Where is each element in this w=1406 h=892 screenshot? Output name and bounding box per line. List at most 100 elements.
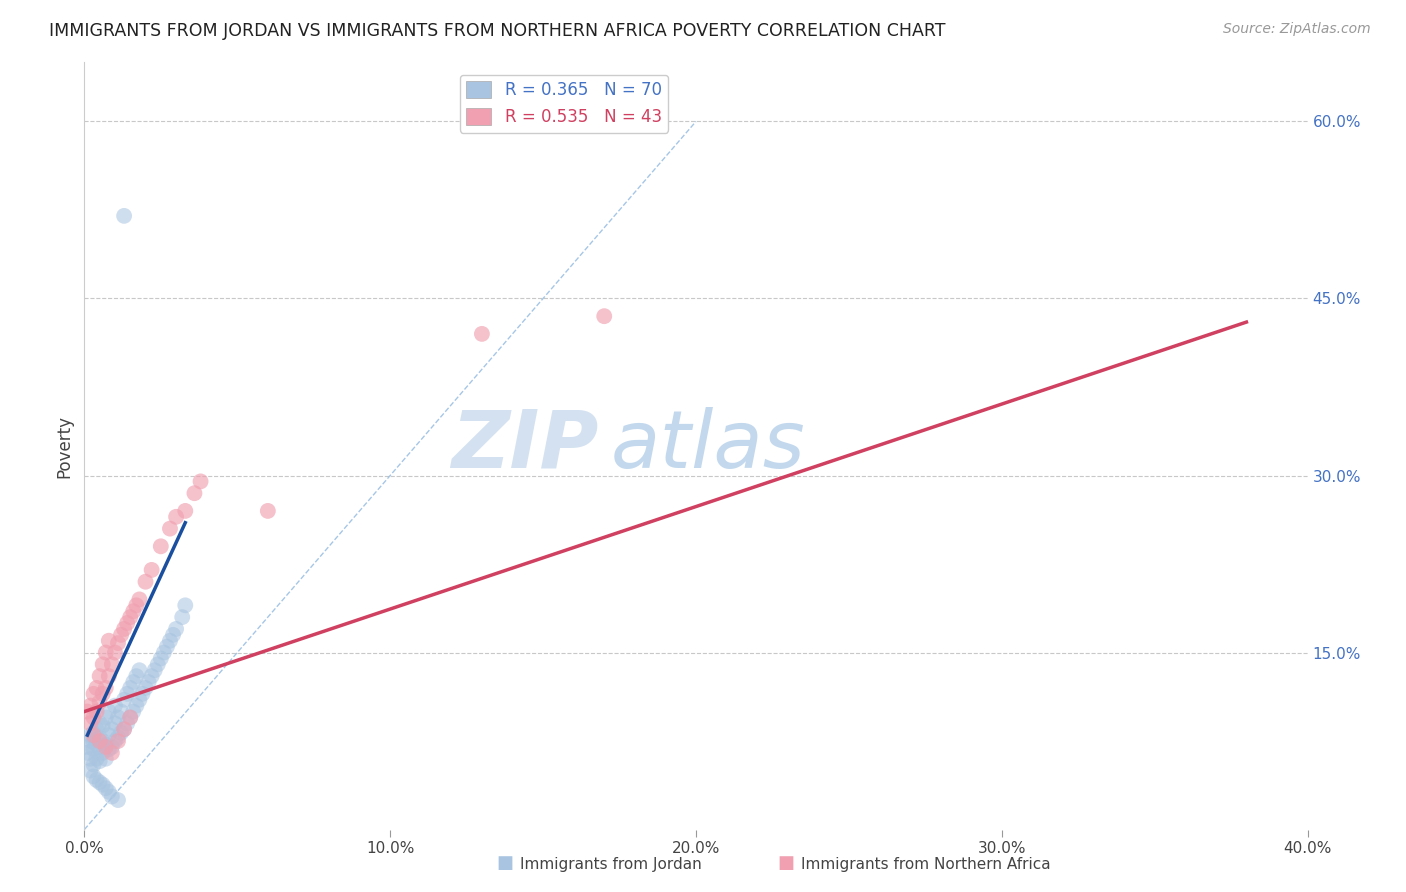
Point xyxy=(89,775,111,789)
Point xyxy=(135,681,157,695)
Point xyxy=(107,710,129,724)
Point xyxy=(83,726,105,740)
Point xyxy=(76,705,98,719)
Point xyxy=(83,687,105,701)
Text: ZIP: ZIP xyxy=(451,407,598,485)
Point xyxy=(89,734,111,748)
Legend: R = 0.365   N = 70, R = 0.535   N = 43: R = 0.365 N = 70, R = 0.535 N = 43 xyxy=(460,75,668,133)
Point xyxy=(149,539,172,553)
Point xyxy=(79,734,101,748)
Point xyxy=(107,793,129,807)
Point xyxy=(183,486,205,500)
Point xyxy=(112,692,135,706)
Point xyxy=(128,663,150,677)
Point xyxy=(112,723,135,737)
Text: Source: ZipAtlas.com: Source: ZipAtlas.com xyxy=(1223,22,1371,37)
Point xyxy=(257,504,280,518)
Point xyxy=(153,646,176,660)
Point xyxy=(83,742,105,756)
Text: Immigrants from Jordan: Immigrants from Jordan xyxy=(520,857,702,872)
Point xyxy=(97,669,120,683)
Point xyxy=(110,705,132,719)
Point xyxy=(94,681,117,695)
Point xyxy=(101,739,124,754)
Point xyxy=(91,734,114,748)
Point xyxy=(97,785,120,799)
Point xyxy=(97,633,120,648)
Point xyxy=(97,705,120,719)
Point xyxy=(122,705,145,719)
Point xyxy=(125,698,148,713)
Point xyxy=(79,752,101,766)
Point xyxy=(83,769,105,783)
Point xyxy=(79,698,101,713)
Point xyxy=(125,669,148,683)
Point xyxy=(107,734,129,748)
Point xyxy=(115,615,138,630)
Point xyxy=(110,726,132,740)
Text: ■: ■ xyxy=(778,855,794,872)
Point xyxy=(89,739,111,754)
Point xyxy=(112,622,135,636)
Point xyxy=(76,739,98,754)
Point xyxy=(138,675,160,690)
Point xyxy=(101,789,124,804)
Point xyxy=(83,728,105,742)
Point xyxy=(104,716,127,731)
Point xyxy=(97,728,120,742)
Point xyxy=(83,734,105,748)
Point xyxy=(112,209,135,223)
Point xyxy=(159,522,181,536)
Point xyxy=(172,610,194,624)
Point xyxy=(94,646,117,660)
Point xyxy=(104,698,127,713)
Point xyxy=(89,716,111,731)
Point xyxy=(89,669,111,683)
Point xyxy=(115,687,138,701)
Point xyxy=(120,710,142,724)
Point xyxy=(86,752,108,766)
Point xyxy=(143,663,166,677)
Point xyxy=(110,628,132,642)
Point xyxy=(122,604,145,618)
Point xyxy=(104,734,127,748)
Text: IMMIGRANTS FROM JORDAN VS IMMIGRANTS FROM NORTHERN AFRICA POVERTY CORRELATION CH: IMMIGRANTS FROM JORDAN VS IMMIGRANTS FRO… xyxy=(49,22,946,40)
Point xyxy=(79,764,101,778)
Point xyxy=(174,504,197,518)
Point xyxy=(94,752,117,766)
Point xyxy=(83,757,105,772)
Point xyxy=(120,610,142,624)
Point xyxy=(125,599,148,613)
Point xyxy=(89,754,111,768)
Text: Immigrants from Northern Africa: Immigrants from Northern Africa xyxy=(801,857,1052,872)
Point xyxy=(97,742,120,756)
Point xyxy=(112,723,135,737)
Point xyxy=(104,646,127,660)
Point xyxy=(128,692,150,706)
Point xyxy=(122,675,145,690)
Point xyxy=(165,509,187,524)
Point xyxy=(165,622,187,636)
Text: ■: ■ xyxy=(496,855,513,872)
Point xyxy=(120,681,142,695)
Point xyxy=(94,710,117,724)
Y-axis label: Poverty: Poverty xyxy=(55,415,73,477)
Point xyxy=(83,710,105,724)
Point xyxy=(79,716,101,731)
Point xyxy=(94,738,117,752)
Point xyxy=(86,681,108,695)
Point xyxy=(86,723,108,737)
Point xyxy=(471,326,494,341)
Point xyxy=(101,746,124,760)
Point xyxy=(107,731,129,745)
Point xyxy=(174,599,197,613)
Point xyxy=(190,475,212,489)
Point xyxy=(120,710,142,724)
Point xyxy=(162,628,184,642)
Point xyxy=(135,574,157,589)
Point xyxy=(76,746,98,760)
Point xyxy=(146,657,169,672)
Point xyxy=(101,657,124,672)
Text: atlas: atlas xyxy=(610,407,806,485)
Point xyxy=(94,781,117,796)
